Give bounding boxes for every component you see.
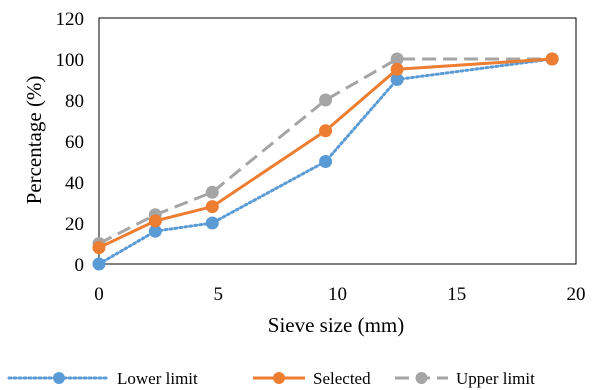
- legend-item-selected: Selected: [253, 369, 371, 388]
- data-point-selected: [390, 62, 404, 76]
- y-tick-label: 0: [75, 255, 85, 276]
- data-point-lower-limit: [92, 257, 106, 271]
- data-point-selected: [205, 200, 219, 214]
- data-point-selected: [148, 214, 162, 228]
- series-line-lower-limit: [97, 57, 554, 266]
- data-point-upper-limit: [319, 93, 333, 107]
- data-point-lower-limit: [205, 216, 219, 230]
- y-tick-label: 80: [65, 91, 84, 112]
- legend-marker: [53, 372, 65, 384]
- plot-area-border: [98, 17, 577, 265]
- y-tick-label: 40: [65, 173, 84, 194]
- data-point-lower-limit: [390, 73, 404, 86]
- y-axis-title: Percentage (%): [22, 76, 46, 205]
- chart-tick-labels: 0 5 10 15 20 0 20 40 60 80 100 120: [56, 9, 586, 305]
- x-tick-label: 10: [328, 284, 347, 305]
- series-selected: [92, 52, 559, 255]
- legend-label: Selected: [313, 369, 371, 388]
- x-tick-label: 20: [567, 284, 586, 305]
- x-tick-label: 5: [214, 284, 224, 305]
- data-point-selected: [92, 241, 106, 255]
- data-point-lower-limit: [319, 155, 333, 168]
- data-point-lower-limit: [148, 224, 162, 238]
- legend-label: Lower limit: [117, 369, 198, 388]
- legend-item-upper-limit: Upper limit: [395, 369, 535, 388]
- legend-marker: [273, 372, 285, 384]
- series-line-selected: [98, 57, 553, 249]
- data-point-upper-limit: [205, 185, 219, 199]
- data-point-selected: [319, 124, 333, 138]
- series-line-upper-limit: [98, 57, 553, 245]
- legend-label: Upper limit: [456, 369, 535, 388]
- legend-marker: [415, 372, 428, 384]
- x-tick-label: 15: [447, 284, 466, 305]
- data-point-selected: [545, 52, 559, 66]
- legend-item-lower-limit: Lower limit: [7, 369, 198, 388]
- series-lower-limit: [92, 52, 559, 271]
- y-tick-label: 120: [56, 9, 85, 30]
- x-tick-label: 0: [94, 284, 104, 305]
- x-axis-title: Sieve size (mm): [268, 313, 404, 337]
- chart-axes: [98, 17, 577, 265]
- y-tick-label: 20: [65, 214, 84, 235]
- y-tick-label: 60: [65, 132, 84, 153]
- data-point-upper-limit: [390, 52, 404, 66]
- chart-series: [92, 52, 559, 271]
- chart-legend: Lower limit Selected Upper limit: [7, 369, 535, 388]
- y-tick-label: 100: [56, 50, 85, 71]
